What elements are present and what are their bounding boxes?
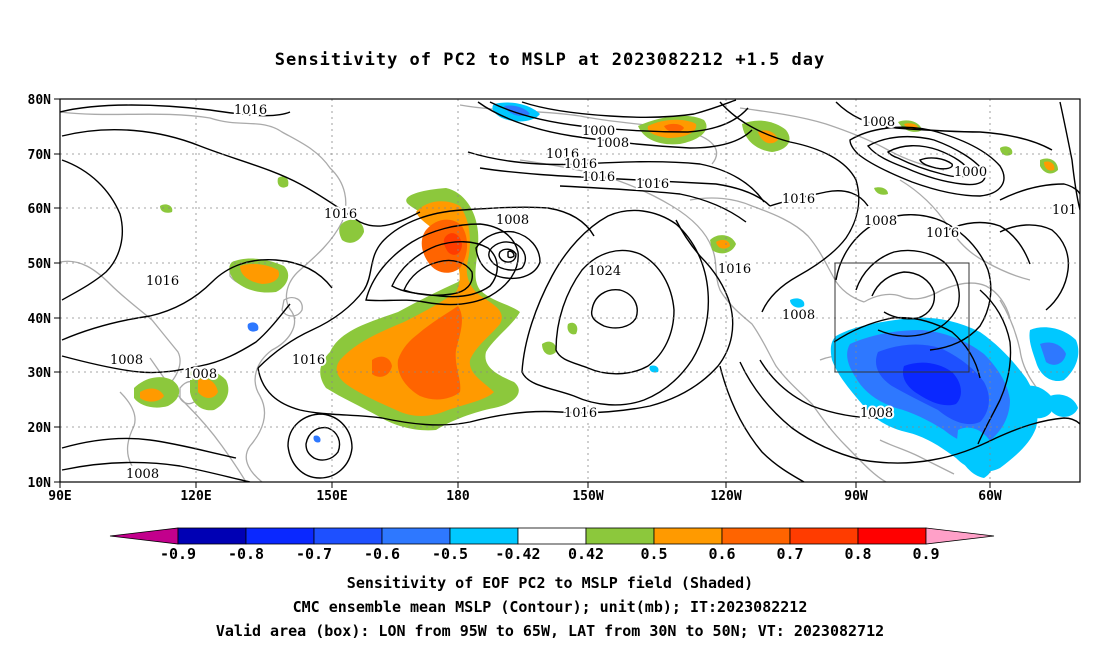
colorbar-segment (313, 527, 383, 545)
colorbar-tick-label: 0.6 (708, 545, 735, 563)
colorbar-tick-label: 0.9 (912, 545, 939, 563)
sensitivity-positive (134, 115, 1058, 431)
map-frame (59, 98, 1081, 483)
lon-label: 60W (978, 489, 1002, 504)
latitude-labels: 80N 70N 60N 50N 40N 30N 20N 10N (28, 93, 52, 491)
colorbar-segment (517, 527, 587, 545)
contour-label: 1016 (926, 226, 959, 241)
contour-label: 1008 (862, 115, 895, 130)
colorbar-segment (925, 527, 995, 545)
lon-label: 120E (180, 489, 211, 504)
contour-label: 1000 (582, 124, 615, 139)
contour-label: 1016 (564, 406, 597, 421)
contour-label: 1008 (864, 214, 897, 229)
lon-label: 150E (316, 489, 347, 504)
graticule (60, 99, 1080, 482)
contour-labels: 1016 1000 1008 1016 1016 1016 1016 1008 … (108, 101, 1079, 482)
contour-label: 1008 (860, 406, 893, 421)
contour-label: 1008 (126, 467, 159, 482)
contour-label: 1016 (582, 170, 615, 185)
valid-area-box (834, 262, 970, 373)
colorbar-tick-label: 0.7 (776, 545, 803, 563)
contour-label: 1016 (324, 207, 357, 222)
lat-label: 30N (28, 366, 52, 381)
lon-label: 180 (446, 489, 470, 504)
colorbar-segment (585, 527, 655, 545)
lat-label: 20N (28, 421, 52, 436)
colorbar-segment (857, 527, 927, 545)
lat-label: 50N (28, 257, 52, 272)
contour-label: 1008 (110, 353, 143, 368)
contour-label: 1008 (496, 213, 529, 228)
lat-label: 10N (28, 476, 52, 491)
axis-ticks (54, 98, 991, 488)
lat-label: 70N (28, 148, 52, 163)
contour-label: 1016 (636, 177, 669, 192)
lon-label: 90W (844, 489, 868, 504)
colorbar-tick-label: 0.5 (640, 545, 667, 563)
colorbar-tick-label: -0.5 (432, 545, 468, 563)
colorbar-tick-label: -0.7 (296, 545, 332, 563)
footer-line-valid-area: Valid area (box): LON from 95W to 65W, L… (215, 622, 885, 640)
footer-line-shading: Sensitivity of EOF PC2 to MSLP field (Sh… (346, 574, 754, 592)
colorbar-tick-label: -0.42 (495, 545, 540, 563)
colorbar: -0.9 -0.8 -0.7 -0.6 -0.5 -0.42 0.42 0.5 0.6 0.7 0.… (109, 527, 995, 563)
lat-label: 60N (28, 202, 52, 217)
contour-label: 1016 (782, 192, 815, 207)
contour-label: 1016 (146, 274, 179, 289)
footer-line-contour: CMC ensemble mean MSLP (Contour); unit(m… (292, 598, 808, 616)
colorbar-segment (789, 527, 859, 545)
colorbar-segment (653, 527, 723, 545)
contour-label: 101 (1052, 203, 1077, 218)
lat-label: 40N (28, 312, 52, 327)
contour-label: 1016 (234, 103, 267, 118)
colorbar-tick-label: 0.8 (844, 545, 871, 563)
lat-label: 80N (28, 93, 52, 108)
colorbar-tick-label: -0.6 (364, 545, 400, 563)
contour-label: 1024 (588, 264, 621, 279)
colorbar-segment (721, 527, 791, 545)
contour-label: 1008 (596, 136, 629, 151)
colorbar-tick-label: -0.9 (160, 545, 196, 563)
lon-label: 150W (572, 489, 603, 504)
contour-label: 1016 (546, 147, 579, 162)
colorbar-segment (449, 527, 519, 545)
contour-label: 1016 (292, 353, 325, 368)
contour-label: 1016 (718, 262, 751, 277)
colorbar-tick-label: -0.8 (228, 545, 264, 563)
lon-label: 90E (48, 489, 71, 504)
contour-label: 1016 (564, 157, 597, 172)
contour-label: 1008 (782, 308, 815, 323)
contour-label: 1008 (184, 367, 217, 382)
colorbar-tick-label: 0.42 (568, 545, 604, 563)
longitude-labels: 90E 120E 150E 180 150W 120W 90W 60W (48, 489, 1002, 504)
colorbar-segment (381, 527, 451, 545)
lon-label: 120W (710, 489, 741, 504)
colorbar-segment (177, 527, 247, 545)
contour-label: 1000 (954, 165, 987, 180)
colorbar-segment (109, 527, 179, 545)
colorbar-segment (245, 527, 315, 545)
map-title: Sensitivity of PC2 to MSLP at 2023082212… (274, 50, 826, 70)
